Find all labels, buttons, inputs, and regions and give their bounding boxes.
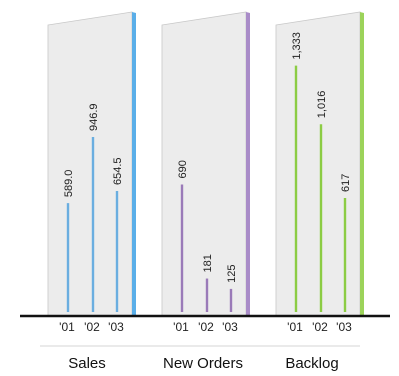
tick-label-sales-2: '03 xyxy=(108,320,124,334)
panel-backlog xyxy=(275,11,361,317)
tick-label-backlog-0: '01 xyxy=(287,320,303,334)
tick-label-sales-0: '01 xyxy=(59,320,75,334)
category-label-backlog: Backlog xyxy=(285,355,338,372)
panel-edge-new-orders xyxy=(246,12,250,316)
value-label-new-orders-0: 690 xyxy=(177,160,189,178)
category-label-new-orders: New Orders xyxy=(163,355,243,372)
value-label-new-orders-2: 125 xyxy=(226,265,238,283)
value-label-sales-1: 946.9 xyxy=(88,103,100,131)
panel-edge-sales xyxy=(132,12,136,316)
tick-label-new-orders-1: '02 xyxy=(198,320,214,334)
value-label-sales-2: 654.5 xyxy=(112,157,124,185)
value-label-backlog-0: 1,333 xyxy=(291,32,303,60)
panel-edge-backlog xyxy=(360,12,364,316)
tick-label-new-orders-0: '01 xyxy=(173,320,189,334)
value-label-new-orders-1: 181 xyxy=(202,254,214,272)
value-label-sales-0: 589.0 xyxy=(63,170,75,198)
value-label-backlog-1: 1,016 xyxy=(316,91,328,119)
tick-label-backlog-1: '02 xyxy=(312,320,328,334)
value-label-backlog-2: 617 xyxy=(340,174,352,192)
tick-label-new-orders-2: '03 xyxy=(222,320,238,334)
tick-label-backlog-2: '03 xyxy=(336,320,352,334)
category-label-sales: Sales xyxy=(68,355,106,372)
tick-label-sales-1: '02 xyxy=(84,320,100,334)
